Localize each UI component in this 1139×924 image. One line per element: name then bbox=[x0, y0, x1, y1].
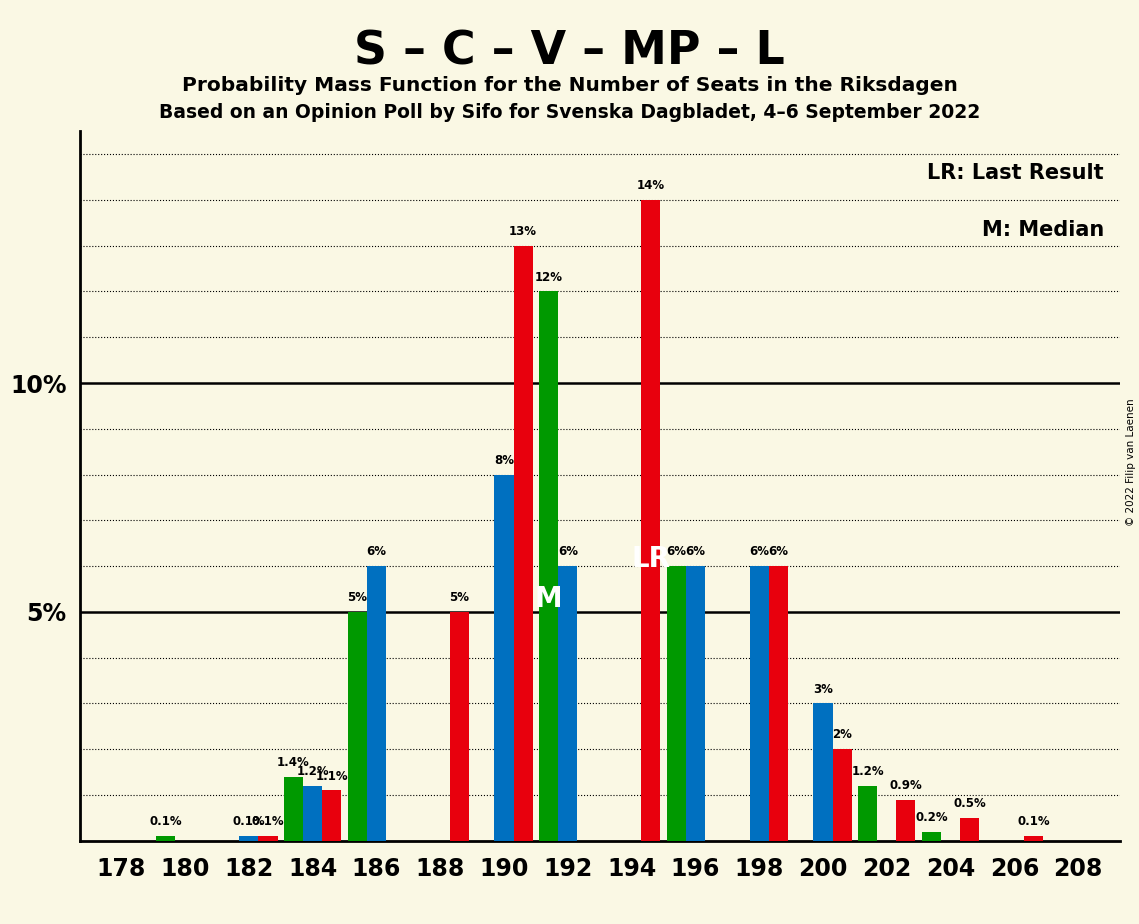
Bar bbox=[641, 200, 661, 841]
Text: 13%: 13% bbox=[509, 225, 538, 237]
Text: 0.1%: 0.1% bbox=[252, 816, 285, 829]
Text: 0.5%: 0.5% bbox=[953, 797, 986, 810]
Text: Based on an Opinion Poll by Sifo for Svenska Dagbladet, 4–6 September 2022: Based on an Opinion Poll by Sifo for Sve… bbox=[158, 103, 981, 123]
Text: 5%: 5% bbox=[347, 591, 367, 604]
Text: 1.2%: 1.2% bbox=[851, 765, 884, 778]
Text: 6%: 6% bbox=[367, 545, 386, 558]
Bar bbox=[686, 566, 705, 841]
Bar bbox=[539, 291, 558, 841]
Bar bbox=[494, 475, 514, 841]
Text: 6%: 6% bbox=[558, 545, 577, 558]
Bar bbox=[749, 566, 769, 841]
Text: 6%: 6% bbox=[749, 545, 769, 558]
Bar bbox=[960, 818, 980, 841]
Bar bbox=[303, 786, 322, 841]
Text: 5%: 5% bbox=[449, 591, 469, 604]
Text: 2%: 2% bbox=[833, 728, 852, 741]
Bar bbox=[367, 566, 386, 841]
Bar bbox=[558, 566, 577, 841]
Text: 1.4%: 1.4% bbox=[277, 756, 310, 769]
Bar bbox=[769, 566, 788, 841]
Text: 6%: 6% bbox=[769, 545, 788, 558]
Bar bbox=[858, 786, 877, 841]
Bar bbox=[921, 832, 941, 841]
Text: S – C – V – MP – L: S – C – V – MP – L bbox=[354, 30, 785, 75]
Text: M: Median: M: Median bbox=[982, 220, 1104, 240]
Bar bbox=[284, 777, 303, 841]
Text: 0.1%: 0.1% bbox=[1017, 816, 1050, 829]
Text: 1.1%: 1.1% bbox=[316, 770, 349, 783]
Bar bbox=[1024, 836, 1043, 841]
Text: 0.2%: 0.2% bbox=[915, 811, 948, 824]
Text: 6%: 6% bbox=[666, 545, 686, 558]
Text: 0.1%: 0.1% bbox=[232, 816, 265, 829]
Text: 6%: 6% bbox=[686, 545, 705, 558]
Text: © 2022 Filip van Laenen: © 2022 Filip van Laenen bbox=[1126, 398, 1136, 526]
Bar bbox=[239, 836, 259, 841]
Text: M: M bbox=[535, 585, 563, 614]
Bar bbox=[514, 246, 533, 841]
Bar bbox=[156, 836, 175, 841]
Text: LR: Last Result: LR: Last Result bbox=[927, 164, 1104, 183]
Text: 3%: 3% bbox=[813, 683, 833, 696]
Text: 8%: 8% bbox=[494, 454, 514, 467]
Bar bbox=[833, 749, 852, 841]
Text: Probability Mass Function for the Number of Seats in the Riksdagen: Probability Mass Function for the Number… bbox=[181, 76, 958, 95]
Bar bbox=[896, 799, 916, 841]
Bar bbox=[259, 836, 278, 841]
Bar bbox=[666, 566, 686, 841]
Text: 14%: 14% bbox=[637, 179, 665, 192]
Text: 12%: 12% bbox=[534, 271, 563, 284]
Text: 0.9%: 0.9% bbox=[890, 779, 923, 792]
Text: 1.2%: 1.2% bbox=[296, 765, 329, 778]
Bar bbox=[322, 790, 342, 841]
Text: LR: LR bbox=[631, 545, 670, 573]
Bar bbox=[813, 703, 833, 841]
Bar bbox=[347, 612, 367, 841]
Bar bbox=[450, 612, 469, 841]
Text: 0.1%: 0.1% bbox=[149, 816, 182, 829]
